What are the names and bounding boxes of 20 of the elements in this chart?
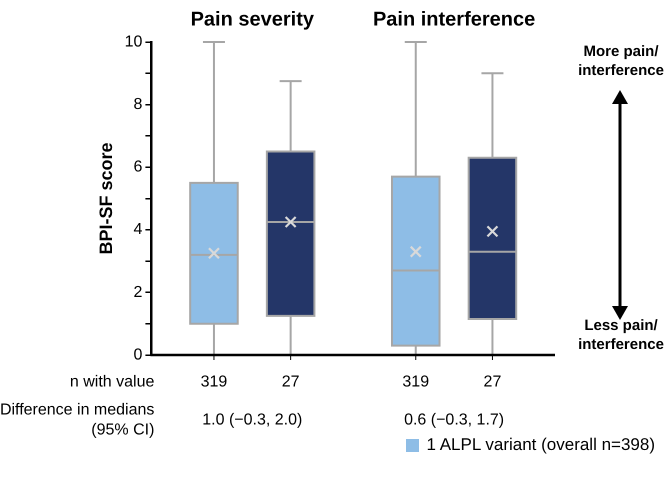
- text: More pain/ interference: [578, 43, 664, 80]
- text: Difference in medians (95% CI): [0, 401, 154, 438]
- x-tick-label: Pain severity: [190, 8, 315, 31]
- text: 1.0 (−0.3, 2.0): [202, 411, 302, 428]
- y-tick-label: 4: [133, 221, 142, 238]
- legend-label: 1 ALPL variant (overall n=398): [426, 435, 655, 455]
- x-tick-label: Pain interference: [372, 8, 536, 31]
- y-tick-label: 6: [133, 158, 142, 176]
- y-tick-label: 2: [133, 284, 142, 301]
- text: 319: [200, 373, 228, 390]
- text: Less pain/ interference: [578, 317, 664, 354]
- text: 0.6 (−0.3, 1.7): [404, 411, 504, 428]
- y-tick-label: 8: [133, 96, 142, 114]
- y-axis-title: BPI-SF score: [96, 142, 116, 255]
- text: 27: [484, 373, 502, 390]
- y-tick-label: 10: [124, 33, 142, 50]
- y-tick-label: 0: [133, 346, 142, 364]
- text: n with value: [70, 373, 154, 390]
- text: 27: [282, 373, 300, 390]
- text: 319: [402, 373, 430, 390]
